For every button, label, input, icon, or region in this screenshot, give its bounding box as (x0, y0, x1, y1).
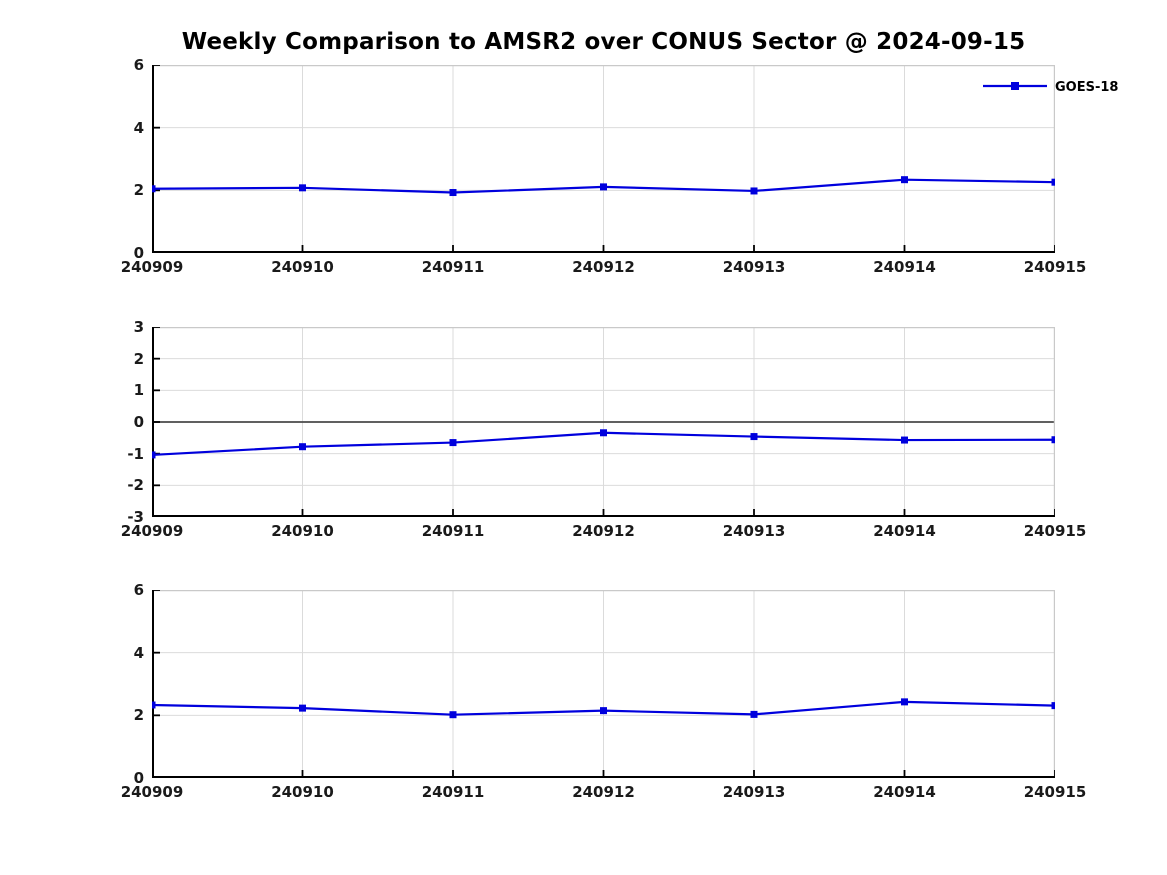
x-tick-label: 240910 (271, 783, 334, 801)
x-tick-label: 240915 (1023, 522, 1087, 540)
y-tick-label: 6 (133, 581, 144, 599)
x-tick-label: 240915 (1023, 783, 1087, 801)
legend-line-marker-icon (983, 78, 1047, 97)
x-tick-label: 240912 (572, 783, 635, 801)
x-tick-label: 240914 (873, 522, 936, 540)
x-tick-label: 240909 (120, 258, 184, 276)
y-tick-label: -1 (127, 444, 144, 463)
plot-area (152, 590, 1055, 778)
legend-label: GOES-18 (1055, 79, 1119, 95)
x-tick-label: 240914 (873, 258, 936, 276)
x-tick-label: 240909 (120, 522, 184, 540)
y-tick-label: 2 (133, 181, 144, 200)
y-tick-label: 3 (133, 318, 144, 336)
y-tick-label: 1 (133, 381, 144, 400)
plot-area (152, 65, 1055, 253)
x-tick-label: 240915 (1023, 258, 1087, 276)
x-tick-label: 240910 (271, 258, 334, 276)
x-tick-label: 240912 (572, 258, 635, 276)
x-tick-label: 240911 (421, 522, 485, 540)
y-tick-label: 0 (133, 413, 144, 431)
y-tick-label: 0 (133, 244, 144, 262)
legend: GOES-18 (983, 79, 1118, 95)
x-tick-label: 240909 (120, 783, 184, 801)
y-tick-label: -2 (127, 476, 144, 495)
y-tick-label: 2 (133, 349, 144, 368)
x-tick-label: 240913 (722, 522, 786, 540)
chart-title: Weekly Comparison to AMSR2 over CONUS Se… (181, 29, 1026, 55)
y-tick-label: 0 (133, 769, 144, 787)
y-tick-label: 6 (133, 56, 144, 74)
y-tick-label: 2 (133, 706, 144, 725)
x-tick-label: 240914 (873, 783, 936, 801)
x-tick-label: 240911 (421, 783, 485, 801)
y-tick-label: 4 (133, 118, 144, 137)
x-tick-label: 240913 (722, 783, 786, 801)
x-tick-label: 240912 (572, 522, 635, 540)
x-tick-label: 240911 (421, 258, 485, 276)
y-tick-label: 4 (133, 643, 144, 662)
x-tick-label: 240910 (271, 522, 334, 540)
x-tick-label: 240913 (722, 258, 786, 276)
y-tick-label: -3 (127, 508, 144, 526)
plot-area (152, 327, 1055, 517)
